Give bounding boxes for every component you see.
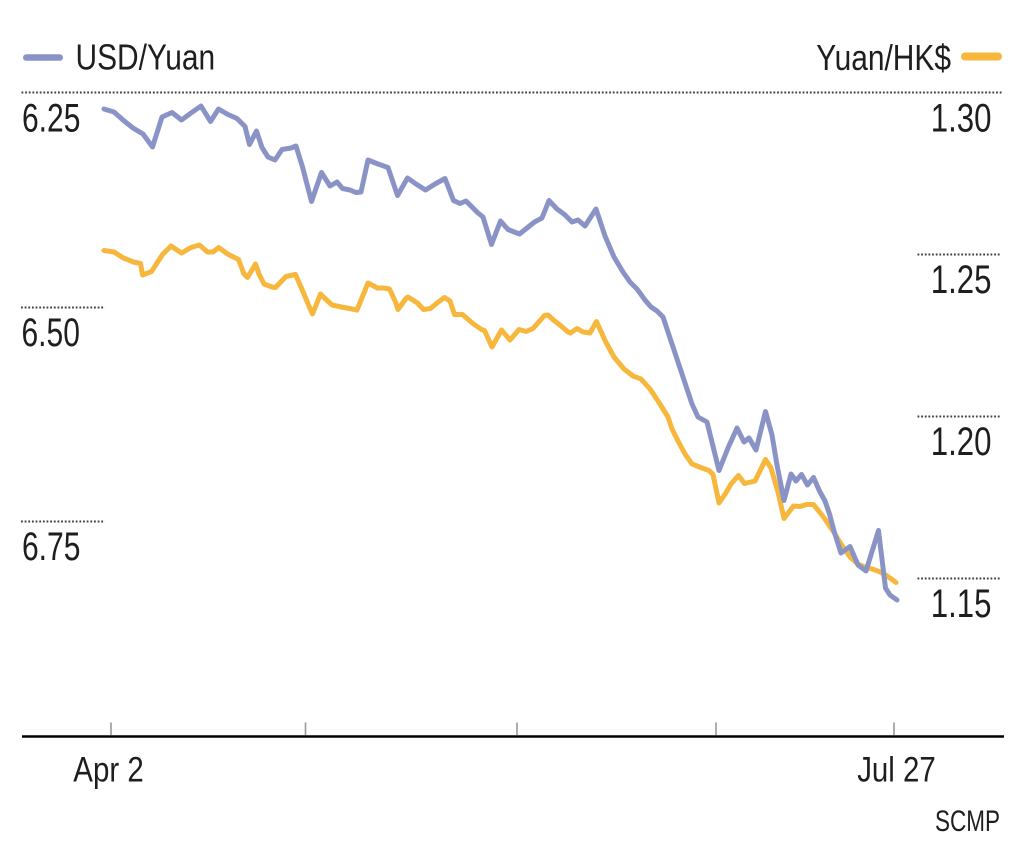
svg-text:6.25: 6.25 — [22, 96, 80, 140]
svg-text:6.75: 6.75 — [22, 525, 80, 569]
svg-text:1.30: 1.30 — [931, 96, 992, 141]
svg-text:Apr 2: Apr 2 — [73, 749, 143, 789]
svg-text:1.20: 1.20 — [931, 419, 992, 464]
svg-text:Jul 27: Jul 27 — [857, 749, 936, 789]
svg-text:1.25: 1.25 — [931, 257, 992, 302]
svg-text:6.50: 6.50 — [22, 311, 80, 355]
svg-text:SCMP: SCMP — [935, 804, 1000, 838]
svg-text:USD/Yuan: USD/Yuan — [76, 38, 216, 78]
svg-text:Yuan/HK$: Yuan/HK$ — [816, 38, 951, 78]
svg-text:1.15: 1.15 — [931, 581, 992, 626]
